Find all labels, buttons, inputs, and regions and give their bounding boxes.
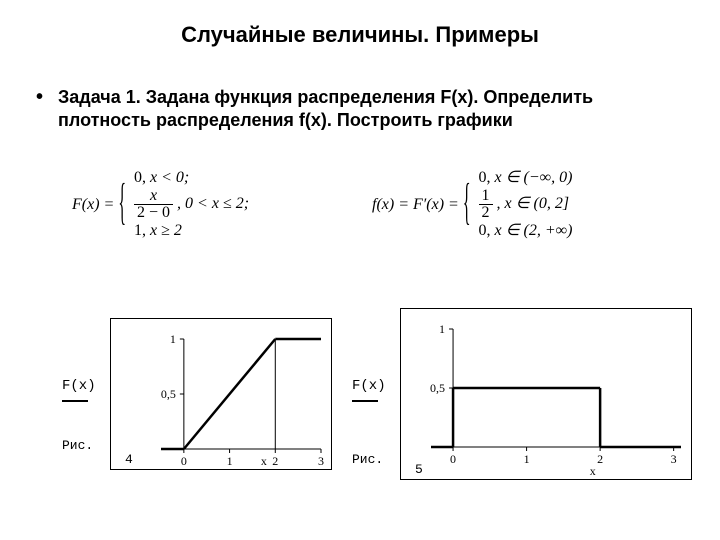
chart-right-ylabel: F(x): [352, 378, 386, 410]
chart-right-fig-label: Рис.: [352, 452, 383, 467]
svg-text:0,5: 0,5: [430, 381, 445, 395]
chart-right-frame: 0,5 1 0 1 2 3 5 x: [400, 308, 692, 480]
svg-text:2: 2: [597, 452, 603, 466]
F-row2-frac: x 2 − 0: [134, 188, 173, 221]
bullet-icon: •: [36, 86, 43, 109]
underline-icon: [352, 400, 378, 402]
svg-text:1: 1: [170, 332, 176, 346]
svg-text:5: 5: [415, 462, 423, 477]
svg-text:0,5: 0,5: [161, 387, 176, 401]
chart-left-ylabel: F(x): [62, 378, 96, 410]
svg-text:3: 3: [671, 452, 677, 466]
svg-text:3: 3: [318, 454, 324, 468]
f-row1-val: 0,: [479, 169, 491, 186]
brace-icon: {: [118, 173, 126, 237]
brace-icon: {: [463, 173, 471, 237]
svg-text:0: 0: [181, 454, 187, 468]
f-row2-cond: , x ∈ (0, 2]: [497, 195, 570, 212]
svg-text:2: 2: [272, 454, 278, 468]
F-row1-val: 0,: [134, 169, 146, 186]
F-row1-cond: x < 0;: [150, 169, 189, 186]
svg-text:1: 1: [227, 454, 233, 468]
f-row3-cond: x ∈ (2, +∞): [495, 222, 573, 239]
f-row2-frac: 1 2: [479, 188, 493, 221]
svg-text:1: 1: [524, 452, 530, 466]
F-row3-cond: x ≥ 2: [150, 222, 182, 239]
f-row3-val: 0,: [479, 222, 491, 239]
formula-f: f(x) = F′(x) = { 0, x ∈ (−∞, 0) 1 2 , x …: [370, 168, 576, 241]
formula-F: F(x) = { 0, x < 0; x 2 − 0 , 0 < x ≤ 2; …: [70, 168, 253, 241]
page-title: Случайные величины. Примеры: [0, 22, 720, 48]
formula-F-lhs: F(x) =: [72, 196, 114, 213]
underline-icon: [62, 400, 88, 402]
chart-left-frame: 0,5 1 0 1 2 3 4 x: [110, 318, 332, 470]
chart-svg: 0,5 1 0 1 2 3 4 x: [111, 319, 331, 469]
f-row1-cond: x ∈ (−∞, 0): [495, 169, 573, 186]
svg-text:4: 4: [125, 452, 133, 467]
page: Случайные величины. Примеры • Задача 1. …: [0, 0, 720, 540]
formula-f-lhs: f(x) = F′(x) =: [372, 196, 459, 213]
F-row3-val: 1,: [134, 222, 146, 239]
chart-left-fig-label: Рис.: [62, 438, 93, 453]
svg-text:1: 1: [439, 322, 445, 336]
F-row2-cond: , 0 < x ≤ 2;: [177, 195, 249, 212]
svg-text:x: x: [261, 454, 267, 468]
task-text: Задача 1. Задана функция распределения F…: [58, 86, 678, 131]
svg-text:0: 0: [450, 452, 456, 466]
chart-svg: 0,5 1 0 1 2 3 5 x: [401, 309, 691, 479]
svg-text:x: x: [590, 464, 596, 478]
